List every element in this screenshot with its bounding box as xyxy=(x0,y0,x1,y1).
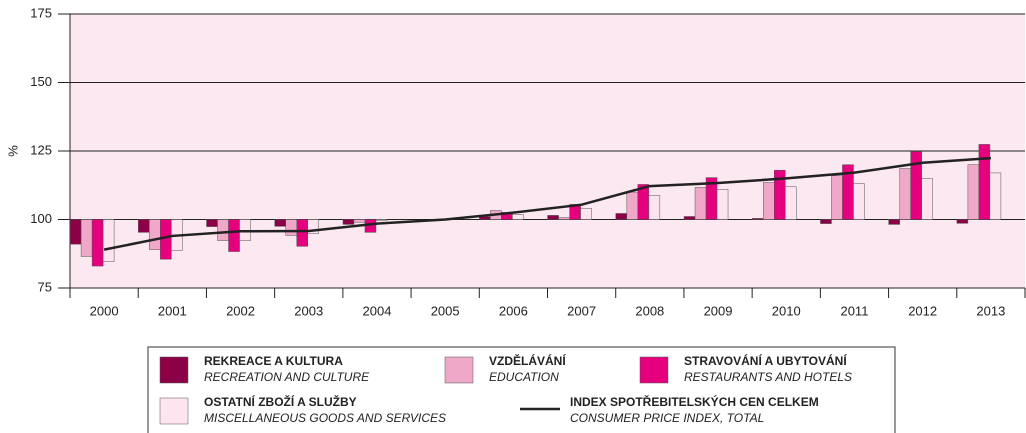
legend-swatch xyxy=(159,397,189,425)
bar xyxy=(138,219,150,233)
bar xyxy=(831,175,843,220)
bar xyxy=(752,218,764,220)
legend-label-en: MISCELLANEOUS GOODS AND SERVICES xyxy=(204,411,446,425)
bar xyxy=(80,219,93,257)
bar xyxy=(307,219,319,234)
bar xyxy=(989,172,1002,220)
bar xyxy=(956,219,969,224)
bar xyxy=(853,183,865,220)
bar xyxy=(375,219,388,221)
x-tick-label: 2007 xyxy=(567,303,596,318)
bar xyxy=(558,217,570,220)
bar xyxy=(615,213,628,220)
x-tick-label: 2001 xyxy=(158,303,187,318)
legend-frame xyxy=(147,346,896,433)
x-tick-label: 2008 xyxy=(635,303,664,318)
legend-label-en: RECREATION AND CULTURE xyxy=(204,370,370,384)
bar xyxy=(547,215,559,220)
bar xyxy=(888,219,900,225)
x-tick-label: 2006 xyxy=(499,303,528,318)
bar xyxy=(217,219,229,241)
bar xyxy=(580,208,592,220)
y-tick-label: 125 xyxy=(30,142,52,157)
bar xyxy=(479,216,491,220)
legend-label-en: RESTAURANTS AND HOTELS xyxy=(684,370,852,384)
bar xyxy=(512,214,524,220)
bar xyxy=(342,219,355,225)
bar xyxy=(683,216,696,220)
legend-label-en: EDUCATION xyxy=(489,370,559,384)
y-axis-label: % xyxy=(5,145,20,157)
bar xyxy=(716,189,729,220)
bar xyxy=(626,191,639,220)
bar xyxy=(274,219,286,227)
bar xyxy=(285,219,297,236)
legend-swatch xyxy=(639,356,669,384)
legend-label: INDEX SPOTŘEBITELSKÝCH CEN CELKEM xyxy=(570,394,819,409)
bar xyxy=(785,186,797,220)
x-tick-label: 2004 xyxy=(363,303,392,318)
bar xyxy=(921,178,933,220)
legend-label: REKREACE A KULTURA xyxy=(204,354,343,368)
bar xyxy=(149,219,161,250)
bar xyxy=(102,219,115,262)
bar xyxy=(160,219,172,260)
legend-swatch xyxy=(159,356,189,384)
bar xyxy=(69,219,82,245)
bar xyxy=(763,182,775,220)
y-tick-label: 100 xyxy=(30,211,52,226)
bar xyxy=(91,219,104,267)
legend-label: VZDĚLÁVÁNÍ xyxy=(489,353,566,368)
y-tick-label: 150 xyxy=(30,74,52,89)
bar xyxy=(648,195,661,220)
bar xyxy=(694,187,707,220)
x-tick-label: 2009 xyxy=(704,303,733,318)
legend-label-en: CONSUMER PRICE INDEX, TOTAL xyxy=(570,411,764,425)
x-tick-label: 2000 xyxy=(90,303,119,318)
bar xyxy=(353,219,366,223)
line xyxy=(103,156,991,251)
bar xyxy=(910,151,922,220)
bar xyxy=(206,219,218,227)
x-tick-label: 2011 xyxy=(840,303,868,318)
y-tick-label: 175 xyxy=(30,5,52,20)
bar xyxy=(978,144,991,220)
x-tick-label: 2005 xyxy=(431,303,460,318)
x-tick-label: 2013 xyxy=(976,303,1005,318)
x-tick-label: 2012 xyxy=(908,303,937,318)
legend-label: STRAVOVÁNÍ A UBYTOVÁNÍ xyxy=(684,353,847,368)
x-tick-label: 2010 xyxy=(772,303,801,318)
legend-swatch xyxy=(444,356,474,384)
bar xyxy=(899,168,911,220)
bar xyxy=(967,164,980,220)
bar xyxy=(228,219,240,252)
legend-label: OSTATNÍ ZBOŽÍ A SLUŽBY xyxy=(204,394,357,409)
x-tick-label: 2003 xyxy=(294,303,323,318)
bar xyxy=(296,219,308,247)
y-tick-label: 75 xyxy=(38,279,52,294)
bar xyxy=(820,219,832,224)
x-tick-label: 2002 xyxy=(226,303,255,318)
